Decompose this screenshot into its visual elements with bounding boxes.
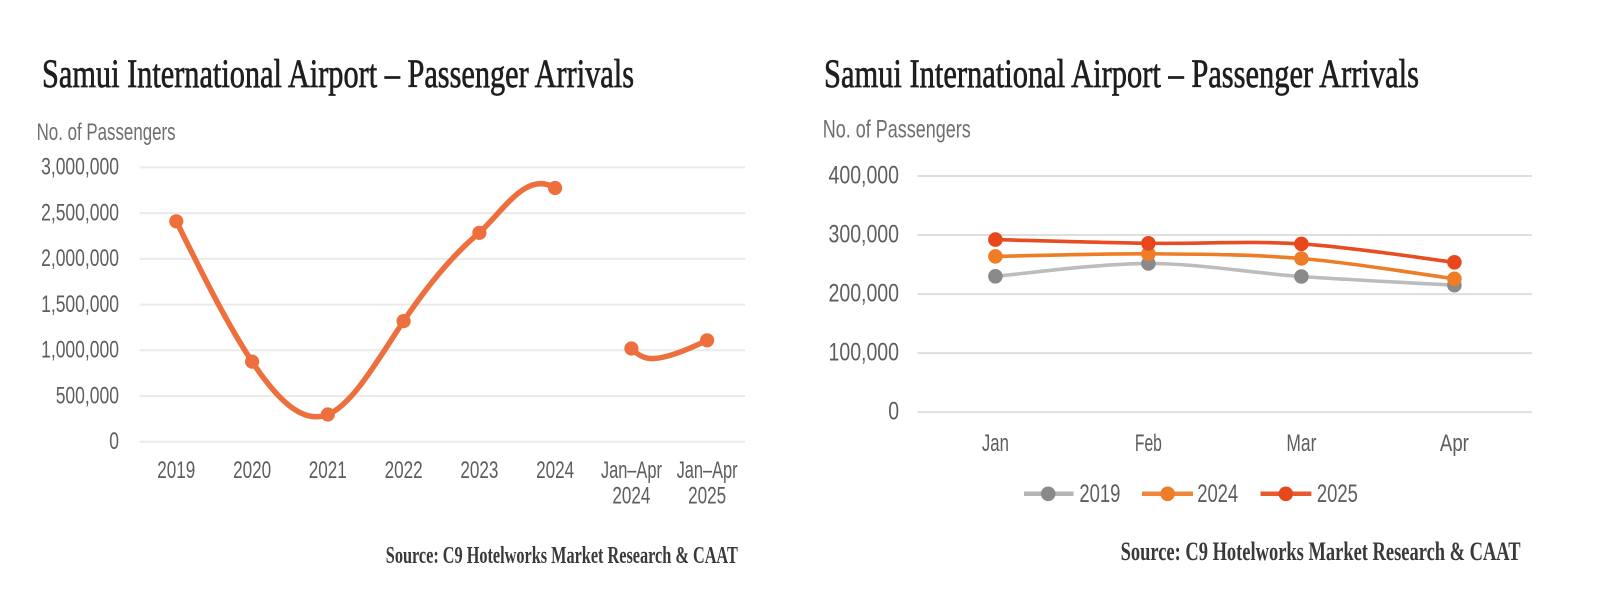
svg-text:Apr: Apr (1440, 430, 1469, 457)
svg-text:200,000: 200,000 (829, 280, 900, 308)
svg-text:2024: 2024 (612, 482, 650, 509)
svg-text:500,000: 500,000 (56, 382, 119, 409)
svg-text:Source: C9 Hotelworks Market R: Source: C9 Hotelworks Market Research & … (1121, 537, 1521, 566)
svg-text:2024: 2024 (1197, 480, 1238, 508)
svg-text:0: 0 (888, 398, 899, 426)
svg-text:2025: 2025 (1317, 480, 1358, 508)
svg-text:No. of Passengers: No. of Passengers (37, 119, 176, 146)
svg-text:400,000: 400,000 (829, 162, 900, 190)
svg-text:Jan–Apr: Jan–Apr (601, 457, 662, 484)
svg-text:Jan: Jan (982, 430, 1009, 457)
svg-text:2025: 2025 (688, 482, 726, 509)
svg-text:No. of Passengers: No. of Passengers (823, 116, 971, 144)
svg-text:Source: C9 Hotelworks Market R: Source: C9 Hotelworks Market Research & … (386, 543, 738, 569)
svg-text:2024: 2024 (536, 457, 574, 484)
svg-text:2019: 2019 (1079, 480, 1120, 508)
svg-text:0: 0 (109, 428, 119, 455)
svg-text:2023: 2023 (460, 457, 498, 484)
svg-text:Feb: Feb (1135, 430, 1162, 457)
svg-text:300,000: 300,000 (829, 221, 900, 249)
svg-text:Samui International Airport –: Samui International Airport – Passenger … (824, 51, 1419, 96)
svg-text:3,000,000: 3,000,000 (41, 154, 119, 181)
svg-text:2022: 2022 (385, 457, 423, 484)
svg-text:2,000,000: 2,000,000 (41, 245, 119, 272)
svg-text:1,000,000: 1,000,000 (41, 337, 119, 364)
svg-text:2021: 2021 (309, 457, 347, 484)
svg-text:Samui International Airport –: Samui International Airport – Passenger … (42, 51, 634, 96)
svg-text:Jan–Apr: Jan–Apr (677, 457, 738, 484)
svg-text:1,500,000: 1,500,000 (41, 291, 119, 318)
svg-text:2020: 2020 (233, 457, 271, 484)
svg-text:2,500,000: 2,500,000 (41, 199, 119, 226)
svg-text:Mar: Mar (1286, 430, 1316, 457)
svg-text:100,000: 100,000 (829, 339, 900, 367)
svg-text:2019: 2019 (157, 457, 195, 484)
